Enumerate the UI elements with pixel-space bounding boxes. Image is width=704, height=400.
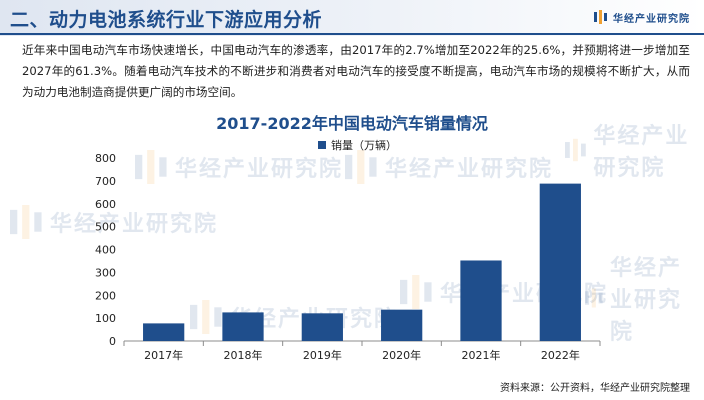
bar	[460, 260, 502, 341]
y-tick-label: 200	[95, 289, 116, 302]
y-tick-label: 800	[95, 152, 116, 165]
page-title: 二、动力电池系统行业下游应用分析	[10, 9, 323, 31]
source-note: 资料来源：公开资料，华经产业研究院整理	[500, 383, 690, 394]
y-tick-label: 300	[95, 266, 116, 279]
legend-label: 销量（万辆）	[331, 138, 397, 152]
bar	[539, 183, 581, 341]
header-bar	[0, 0, 704, 36]
bar	[381, 309, 423, 341]
brand: 华经产业研究院	[594, 9, 690, 25]
x-tick-label: 2022年	[541, 348, 580, 362]
y-tick-label: 400	[95, 244, 116, 257]
x-tick-label: 2017年	[144, 348, 183, 362]
brand-logo-icon	[594, 10, 607, 24]
x-tick-label: 2018年	[224, 348, 263, 362]
y-tick-label: 100	[95, 312, 116, 325]
x-tick-label: 2021年	[462, 348, 501, 362]
bar	[143, 323, 185, 341]
y-tick-label: 600	[95, 198, 116, 211]
chart-title: 2017-2022年中国电动汽车销量情况	[216, 114, 488, 133]
y-tick-label: 700	[95, 175, 116, 188]
intro-paragraph: 近年来中国电动汽车市场快速增长，中国电动汽车的渗透率，由2017年的2.7%增加…	[22, 43, 690, 99]
y-tick-label: 500	[95, 221, 116, 234]
bar	[222, 312, 264, 341]
x-tick-label: 2019年	[303, 348, 342, 362]
bar	[301, 313, 343, 341]
brand-name: 华经产业研究院	[613, 13, 690, 25]
y-tick-label: 0	[109, 335, 116, 348]
legend-swatch	[318, 141, 326, 149]
x-tick-label: 2020年	[382, 348, 421, 362]
header-divider	[0, 33, 704, 35]
